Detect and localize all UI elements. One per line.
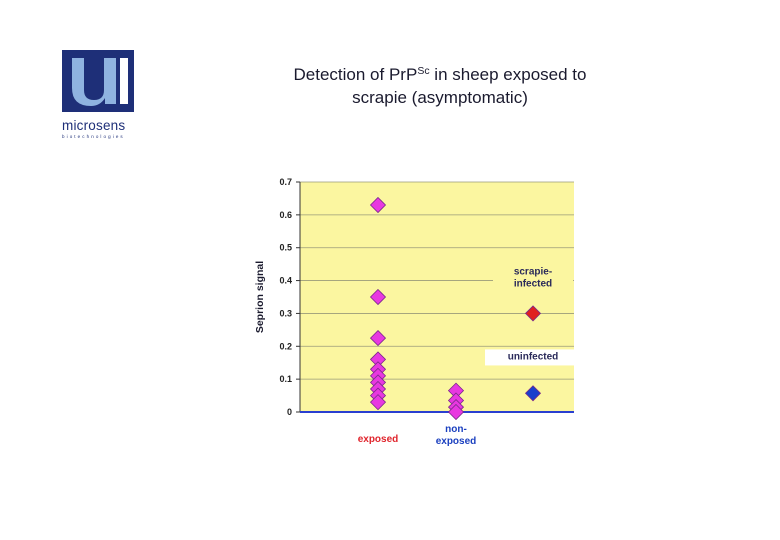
logo-tagline: biotechnologies (62, 134, 125, 139)
data-point (369, 330, 387, 347)
title-line2: scrapie (asymptomatic) (352, 88, 528, 107)
annotation-label: scrapie-infected (514, 267, 552, 290)
annotation-background (493, 262, 573, 293)
y-tick-label: 0.7 (279, 177, 292, 187)
y-tick-label: 0.5 (279, 243, 292, 253)
logo-stripe (120, 58, 128, 104)
logo-u-glyph (72, 58, 116, 106)
plot-area (300, 182, 574, 412)
microsens-logo (62, 50, 134, 112)
title-prefix: Detection of Pr (293, 65, 406, 84)
title-superscript: Sc (417, 65, 430, 77)
logo-wordmark: microsens (62, 118, 126, 133)
y-tick-label: 0.2 (279, 341, 292, 351)
title-suffix: in sheep exposed to (429, 65, 587, 84)
data-point (447, 403, 465, 421)
annotation-line: infected (514, 279, 552, 290)
page-title: Detection of PrPSc in sheep exposed to s… (230, 60, 650, 109)
scatter-chart: 0 0.1 0.2 0.3 0.4 0.5 0.6 0.7 Seprion signal expo… (254, 177, 581, 447)
y-axis-title: Seprion signal (254, 261, 266, 333)
y-tick-label: 0.3 (279, 308, 292, 318)
annotation-line: scrapie- (514, 267, 552, 278)
y-tick-label: 0.4 (279, 276, 292, 286)
category-label-line: exposed (436, 436, 477, 447)
annotation-line: uninfected (508, 351, 559, 362)
data-point (369, 394, 387, 411)
y-tick-label: 0 (287, 407, 292, 417)
y-tick-label: 0.1 (279, 374, 292, 384)
data-point (524, 385, 542, 402)
category-label-line: non- (445, 424, 467, 435)
title-p: P (405, 65, 418, 84)
data-point (369, 196, 387, 214)
annotation-background (485, 349, 581, 366)
data-point (369, 288, 387, 306)
category-label: exposed (358, 434, 399, 445)
annotation-label: uninfected (508, 351, 559, 362)
category-label: non-exposed (436, 424, 477, 447)
y-tick-label: 0.6 (279, 210, 292, 220)
data-point (524, 305, 542, 322)
